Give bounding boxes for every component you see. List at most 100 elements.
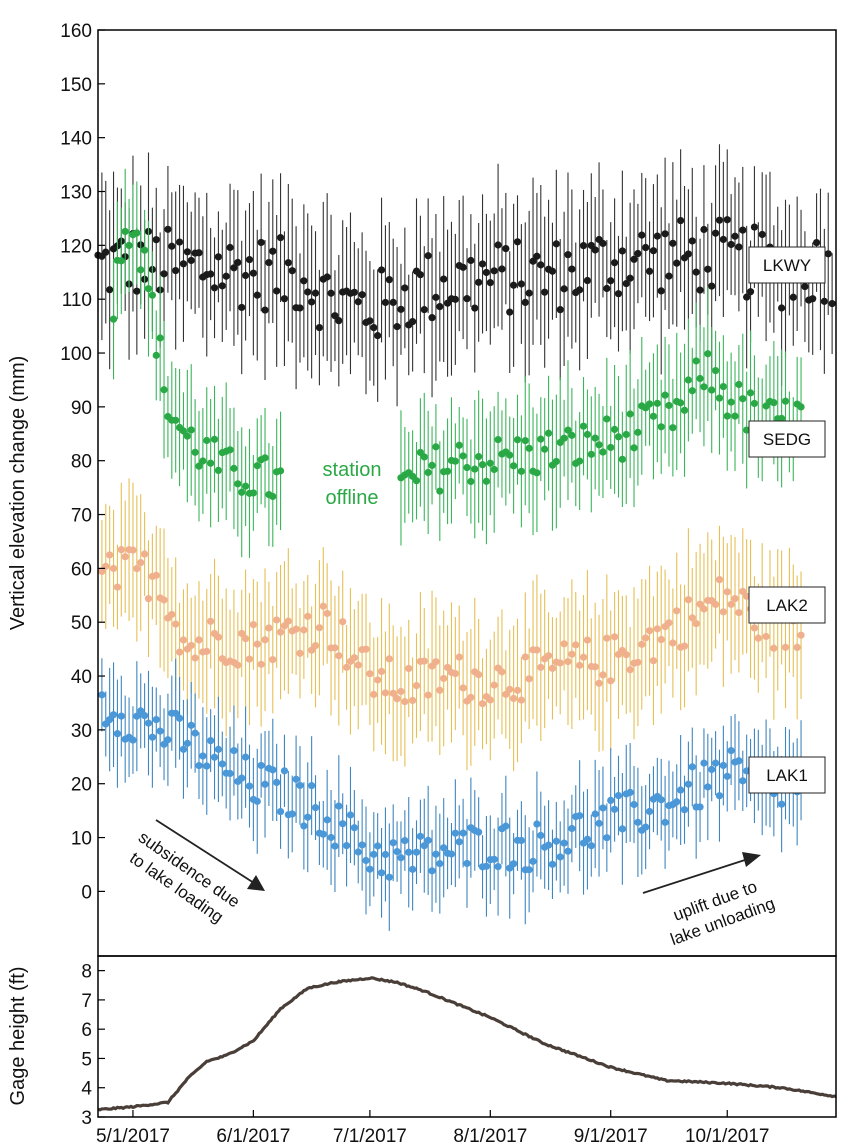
point-lak1 bbox=[257, 761, 265, 770]
point-lak1 bbox=[544, 841, 553, 849]
elevation-y-tick-label: 40 bbox=[71, 667, 92, 688]
point-lkwy bbox=[273, 287, 281, 295]
elevation-y-tick-label: 130 bbox=[60, 183, 92, 204]
point-lkwy bbox=[723, 216, 731, 224]
point-sedg bbox=[731, 412, 739, 420]
point-lak1 bbox=[207, 737, 215, 745]
point-lak2 bbox=[688, 614, 696, 622]
point-lkwy bbox=[529, 257, 537, 265]
point-lkwy bbox=[758, 230, 766, 239]
point-lak1 bbox=[319, 830, 327, 838]
point-sedg bbox=[172, 416, 180, 424]
point-lkwy bbox=[257, 238, 265, 247]
point-lkwy bbox=[218, 282, 226, 290]
gage-y-axis-title: Gage height (ft) bbox=[7, 967, 29, 1106]
series-sedg bbox=[109, 168, 805, 558]
point-lkwy bbox=[743, 293, 751, 301]
point-sedg bbox=[587, 450, 595, 458]
point-sedg bbox=[187, 426, 195, 434]
point-lkwy bbox=[280, 295, 289, 303]
point-sedg bbox=[179, 427, 188, 435]
point-lak1 bbox=[529, 857, 537, 865]
annotation-station-offline-line2: offline bbox=[325, 487, 378, 509]
point-lak2 bbox=[121, 553, 129, 561]
point-sedg bbox=[125, 241, 133, 250]
point-lak2 bbox=[510, 694, 518, 703]
point-lak1 bbox=[436, 860, 444, 868]
point-lak1 bbox=[389, 839, 397, 847]
point-sedg bbox=[541, 445, 549, 453]
gage-series-group bbox=[97, 976, 837, 1112]
point-sedg bbox=[144, 285, 153, 293]
point-lak1 bbox=[440, 844, 448, 852]
point-lkwy bbox=[183, 248, 191, 256]
point-sedg bbox=[680, 406, 689, 414]
point-sedg bbox=[475, 453, 483, 461]
point-lak2 bbox=[517, 696, 525, 704]
point-lak2 bbox=[374, 676, 382, 684]
point-lkwy bbox=[669, 239, 677, 247]
point-lak2 bbox=[653, 625, 661, 633]
point-lkwy bbox=[296, 304, 304, 312]
point-lak1 bbox=[645, 807, 654, 816]
point-lkwy bbox=[164, 225, 172, 233]
point-lkwy bbox=[207, 270, 215, 278]
point-lak2 bbox=[595, 679, 603, 687]
point-lak1 bbox=[242, 753, 250, 761]
point-lkwy bbox=[234, 258, 242, 267]
point-sedg bbox=[117, 257, 125, 265]
gage-x-ticks: 5/1/2017 6/1/2017 7/1/2017 8/1/2017 9/1/2017… bbox=[96, 1110, 770, 1147]
point-lak2 bbox=[781, 643, 790, 651]
point-lak1 bbox=[673, 798, 681, 806]
gage-panel: 3 4 5 6 7 8 5/1/2017 6/1/2017 7/1/2017 8/1/2017 9… bbox=[7, 955, 837, 1147]
point-sedg bbox=[207, 459, 215, 467]
point-lak2 bbox=[319, 602, 327, 610]
point-lak2 bbox=[133, 564, 141, 573]
point-lak1 bbox=[144, 719, 153, 727]
point-sedg bbox=[210, 435, 219, 443]
point-lak1 bbox=[172, 709, 180, 717]
point-lkwy bbox=[746, 288, 755, 296]
point-lkwy bbox=[323, 273, 331, 281]
point-lkwy bbox=[552, 240, 560, 248]
point-lak2 bbox=[432, 658, 440, 666]
point-lkwy bbox=[510, 281, 518, 289]
point-lkwy bbox=[393, 323, 401, 331]
point-lkwy bbox=[649, 247, 658, 255]
point-lkwy bbox=[541, 288, 549, 296]
point-lkwy bbox=[424, 252, 432, 260]
point-lak2 bbox=[113, 583, 122, 591]
point-lak2 bbox=[451, 669, 459, 678]
point-lak2 bbox=[657, 635, 665, 644]
legend-lkwy-label: LKWY bbox=[763, 256, 811, 275]
point-lak2 bbox=[109, 564, 118, 573]
point-lkwy bbox=[692, 268, 700, 276]
point-lak1 bbox=[459, 829, 467, 837]
point-lak2 bbox=[560, 640, 568, 648]
point-lkwy bbox=[381, 298, 390, 307]
point-lkwy bbox=[727, 240, 735, 249]
point-lak2 bbox=[513, 686, 522, 694]
point-lak2 bbox=[754, 634, 762, 642]
point-lak2 bbox=[424, 691, 432, 699]
point-lkwy bbox=[568, 265, 576, 273]
point-sedg bbox=[428, 461, 436, 469]
point-lak2 bbox=[366, 670, 374, 678]
point-lak2 bbox=[141, 550, 149, 558]
elevation-y-tick-label: 50 bbox=[71, 613, 92, 634]
point-lak2 bbox=[436, 686, 444, 694]
point-lkwy bbox=[389, 298, 397, 307]
point-lak2 bbox=[486, 696, 494, 704]
point-lkwy bbox=[230, 264, 238, 272]
gage-y-tick-label: 8 bbox=[81, 962, 92, 983]
point-sedg bbox=[203, 436, 211, 445]
point-lkwy bbox=[828, 299, 836, 308]
point-lak1 bbox=[680, 806, 689, 814]
point-lak2 bbox=[626, 666, 634, 674]
point-lak1 bbox=[723, 772, 731, 780]
elevation-y-tick-label: 20 bbox=[71, 775, 92, 796]
point-lkwy bbox=[657, 287, 665, 295]
point-lkwy bbox=[420, 306, 428, 314]
point-lkwy bbox=[576, 286, 584, 294]
point-lak1 bbox=[599, 804, 607, 812]
